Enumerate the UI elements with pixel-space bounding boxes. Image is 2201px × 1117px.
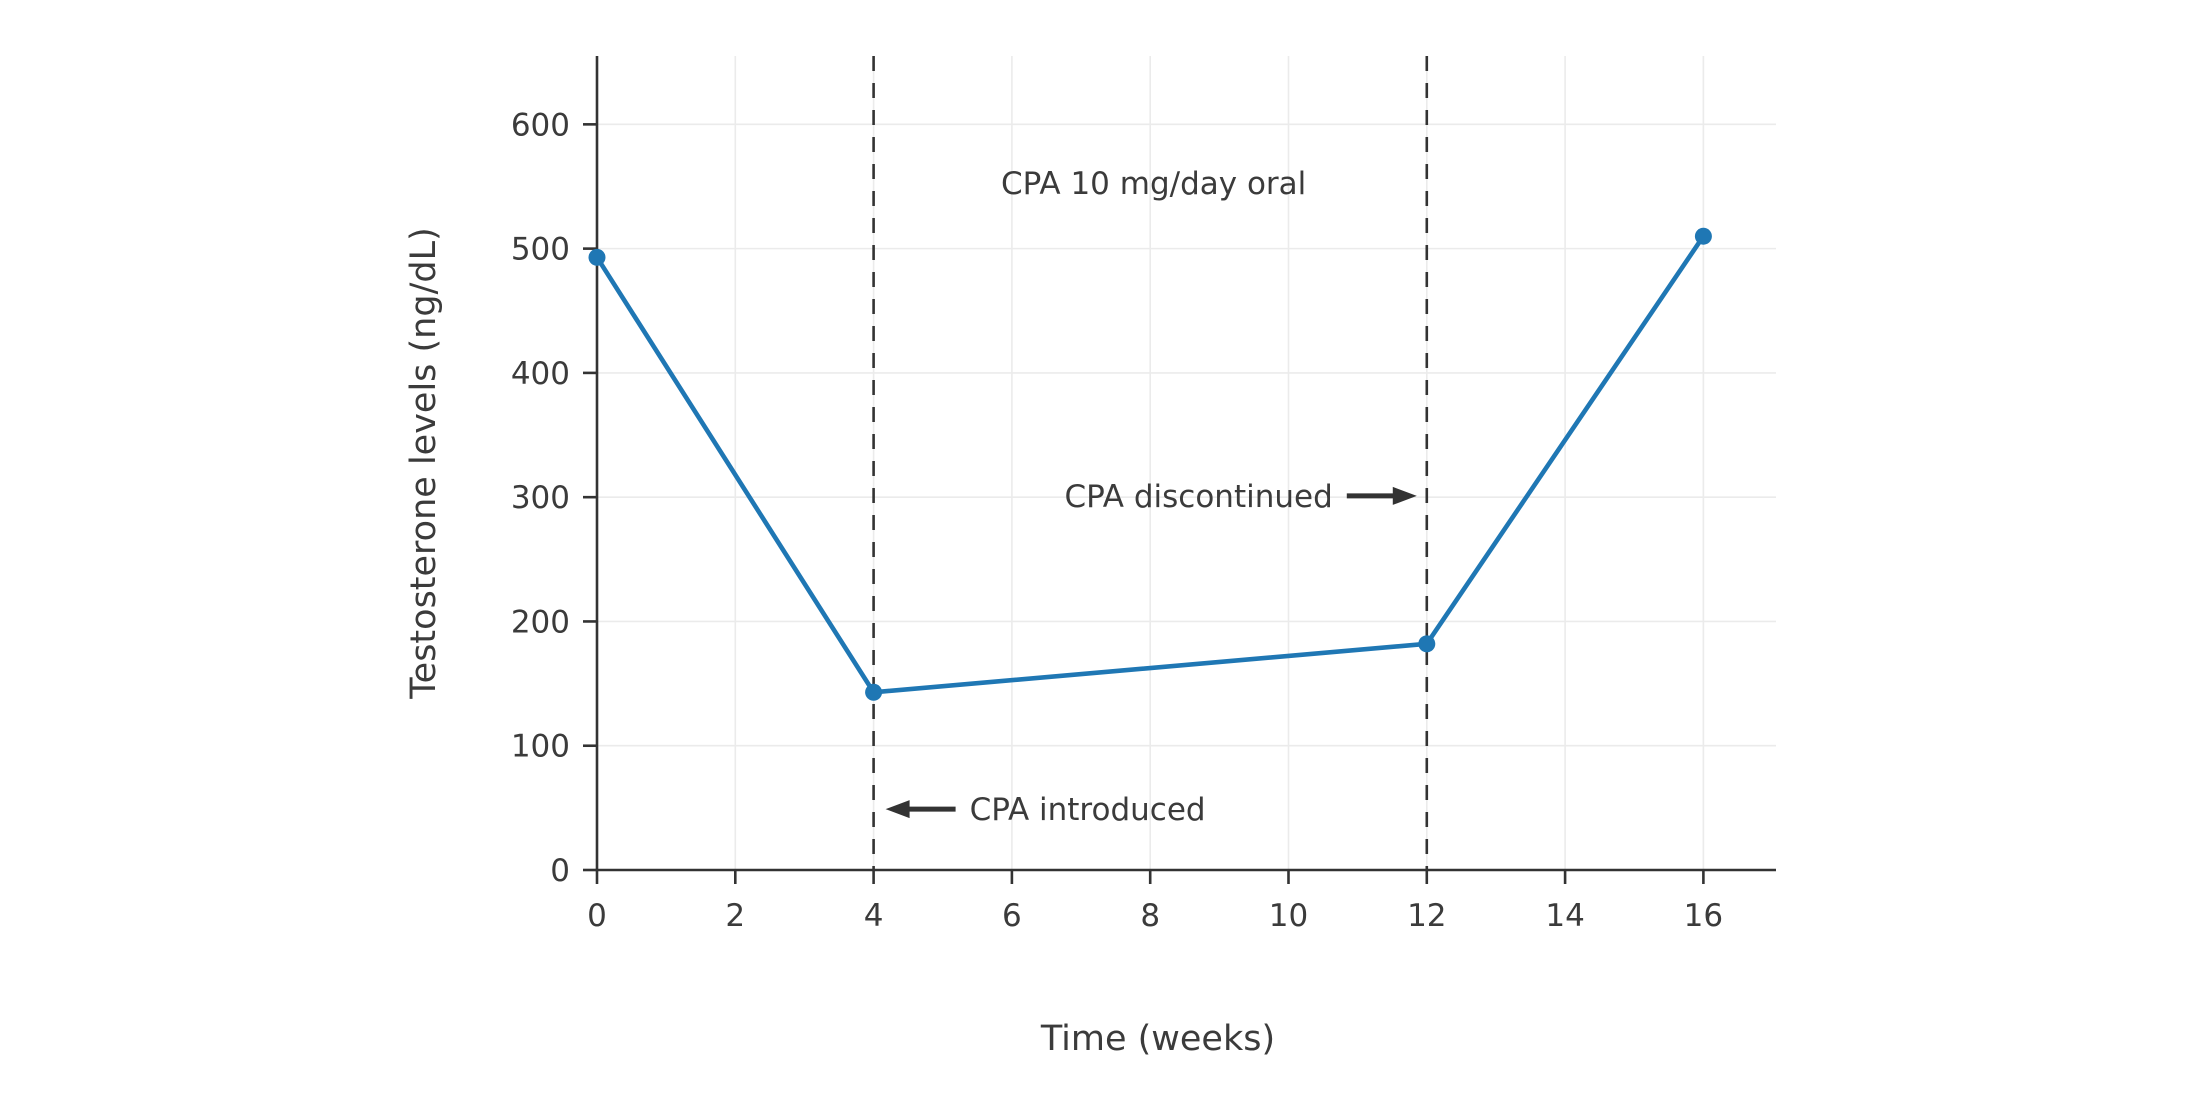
data-point-week-12	[1418, 635, 1436, 653]
x-tick-label: 10	[1269, 898, 1308, 934]
left-arrow-icon	[885, 800, 910, 819]
y-tick-label: 600	[511, 107, 570, 143]
x-tick-label: 14	[1545, 898, 1584, 934]
cpa-dose-label: CPA 10 mg/day oral	[1001, 166, 1306, 202]
y-tick-label: 100	[511, 729, 570, 765]
x-tick-label: 8	[1140, 898, 1160, 934]
x-tick-label: 4	[864, 898, 884, 934]
x-tick-label: 6	[1002, 898, 1022, 934]
y-tick-label: 200	[511, 604, 570, 640]
data-point-week-4	[865, 683, 883, 701]
y-tick-label: 400	[511, 356, 570, 392]
x-tick-label: 16	[1684, 898, 1723, 934]
right-arrow-icon	[1392, 486, 1417, 505]
x-tick-label: 2	[725, 898, 745, 934]
series-line	[594, 233, 1706, 695]
cpa-discontinued-label: CPA discontinued	[1064, 479, 1332, 515]
data-point-week-16	[1694, 227, 1712, 245]
x-tick-label: 12	[1407, 898, 1446, 934]
cpa-introduced-label: CPA introduced	[970, 792, 1206, 828]
y-axis-title: Testosterone levels (ng/dL)	[404, 227, 444, 700]
y-tick-label: 0	[550, 853, 570, 889]
y-tick-label: 500	[511, 232, 570, 268]
x-tick-label: 0	[587, 898, 607, 934]
data-point-week-0	[588, 248, 606, 266]
x-axis-title: Time (weeks)	[1040, 1019, 1275, 1059]
y-tick-label: 300	[511, 480, 570, 516]
